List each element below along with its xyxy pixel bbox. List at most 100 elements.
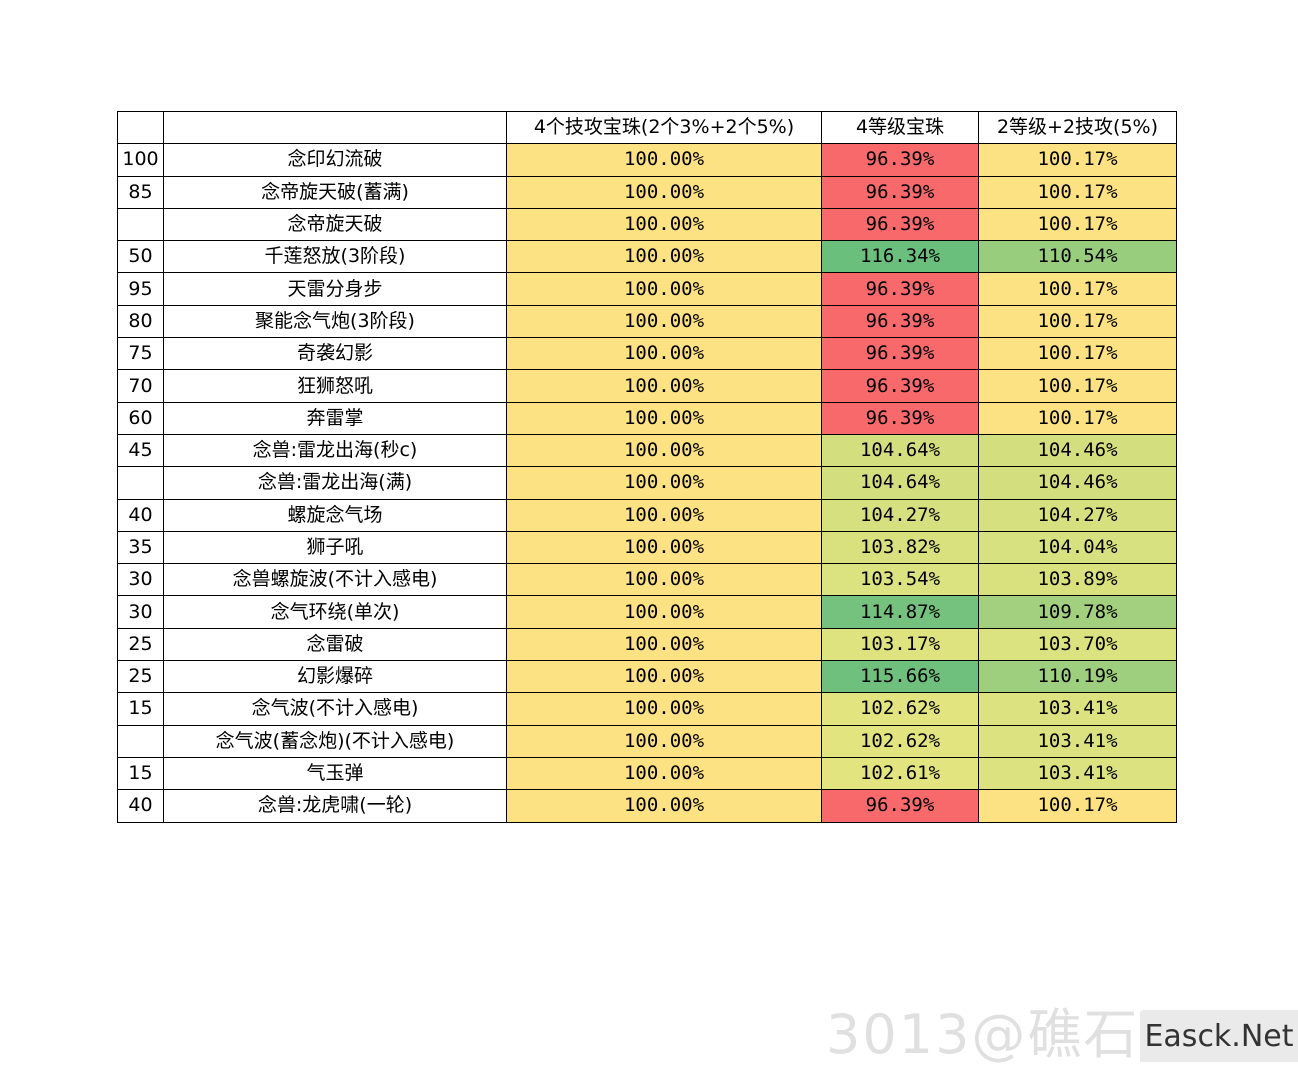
level-cell: 35 — [117, 530, 164, 565]
col-a-cell: 100.00% — [506, 498, 822, 532]
col-b-cell: 103.82% — [821, 530, 979, 565]
level-cell: 30 — [117, 595, 164, 629]
level-cell: 40 — [117, 789, 164, 823]
skill-name-cell: 千莲怒放(3阶段) — [163, 240, 507, 274]
col-c-cell: 104.46% — [978, 433, 1177, 468]
col-c-cell: 100.17% — [978, 337, 1177, 371]
col-a-cell: 100.00% — [506, 789, 822, 823]
col-c-cell: 100.17% — [978, 304, 1177, 339]
skill-name-cell: 念兽:雷龙出海(秒c) — [163, 433, 507, 468]
table-row: 35 狮子吼 100.00% 103.82% 104.04% — [117, 530, 1177, 565]
skill-name-cell: 狮子吼 — [163, 530, 507, 565]
table-row: 15 气玉弹 100.00% 102.61% 103.41% — [117, 756, 1177, 791]
col-c-cell: 100.17% — [978, 789, 1177, 823]
header-col-c: 2等级+2技攻(5%) — [978, 110, 1177, 145]
level-cell: 95 — [117, 272, 164, 306]
col-a-cell: 100.00% — [506, 660, 822, 694]
col-a-cell: 100.00% — [506, 207, 822, 242]
table-body: 100 念印幻流破 100.00% 96.39% 100.17% 85 念帝旋天破(蓄满) 1… — [117, 143, 1177, 823]
col-b-cell: 102.62% — [821, 692, 979, 726]
col-a-cell: 100.00% — [506, 692, 822, 726]
col-a-cell: 100.00% — [506, 530, 822, 565]
col-a-cell: 100.00% — [506, 175, 822, 209]
col-b-cell: 96.39% — [821, 207, 979, 242]
col-b-cell: 103.17% — [821, 627, 979, 662]
table-row: 45 念兽:雷龙出海(秒c) 100.00% 104.64% 104.46% — [117, 433, 1177, 468]
level-cell — [117, 207, 164, 242]
col-b-cell: 96.39% — [821, 143, 979, 177]
skill-name-cell: 念气环绕(单次) — [163, 595, 507, 629]
skill-name-cell: 聚能念气炮(3阶段) — [163, 304, 507, 339]
level-cell — [117, 466, 164, 500]
header-skill — [163, 110, 507, 145]
table-row: 25 幻影爆碎 100.00% 115.66% 110.19% — [117, 660, 1177, 694]
col-a-cell: 100.00% — [506, 627, 822, 662]
level-cell: 75 — [117, 337, 164, 371]
col-b-cell: 103.54% — [821, 563, 979, 597]
col-c-cell: 110.54% — [978, 240, 1177, 274]
col-a-cell: 100.00% — [506, 595, 822, 629]
col-b-cell: 96.39% — [821, 401, 979, 435]
col-a-cell: 100.00% — [506, 401, 822, 435]
table-row: 60 奔雷掌 100.00% 96.39% 100.17% — [117, 401, 1177, 435]
level-cell: 70 — [117, 369, 164, 403]
level-cell: 80 — [117, 304, 164, 339]
table-row: 40 螺旋念气场 100.00% 104.27% 104.27% — [117, 498, 1177, 532]
level-cell: 15 — [117, 756, 164, 791]
skill-name-cell: 念气波(蓄念炮)(不计入感电) — [163, 724, 507, 758]
skill-name-cell: 奔雷掌 — [163, 401, 507, 435]
table-row: 70 狂狮怒吼 100.00% 96.39% 100.17% — [117, 369, 1177, 403]
skill-name-cell: 狂狮怒吼 — [163, 369, 507, 403]
col-b-cell: 104.27% — [821, 498, 979, 532]
col-a-cell: 100.00% — [506, 466, 822, 500]
col-a-cell: 100.00% — [506, 143, 822, 177]
skill-name-cell: 幻影爆碎 — [163, 660, 507, 694]
level-cell — [117, 724, 164, 758]
col-a-cell: 100.00% — [506, 563, 822, 597]
col-c-cell: 100.17% — [978, 175, 1177, 209]
skill-name-cell: 念帝旋天破(蓄满) — [163, 175, 507, 209]
skill-name-cell: 天雷分身步 — [163, 272, 507, 306]
watermark-text: 3013@礁石 — [826, 1003, 1140, 1066]
col-b-cell: 96.39% — [821, 304, 979, 339]
skill-name-cell: 螺旋念气场 — [163, 498, 507, 532]
col-a-cell: 100.00% — [506, 369, 822, 403]
table-row: 30 念兽螺旋波(不计入感电) 100.00% 103.54% 103.89% — [117, 563, 1177, 597]
col-c-cell: 109.78% — [978, 595, 1177, 629]
col-b-cell: 104.64% — [821, 433, 979, 468]
level-cell: 45 — [117, 433, 164, 468]
col-c-cell: 100.17% — [978, 369, 1177, 403]
col-c-cell: 103.70% — [978, 627, 1177, 662]
table-row: 50 千莲怒放(3阶段) 100.00% 116.34% 110.54% — [117, 240, 1177, 274]
table-row: 25 念雷破 100.00% 103.17% 103.70% — [117, 627, 1177, 662]
table-row: 念帝旋天破 100.00% 96.39% 100.17% — [117, 207, 1177, 242]
data-table: 4个技攻宝珠(2个3%+2个5%) 4等级宝珠 2等级+2技攻(5%) 100 念… — [117, 110, 1177, 823]
table-row: 40 念兽:龙虎啸(一轮) 100.00% 96.39% 100.17% — [117, 789, 1177, 823]
col-c-cell: 103.41% — [978, 756, 1177, 791]
col-b-cell: 116.34% — [821, 240, 979, 274]
col-b-cell: 96.39% — [821, 272, 979, 306]
level-cell: 25 — [117, 660, 164, 694]
skill-name-cell: 念帝旋天破 — [163, 207, 507, 242]
col-c-cell: 100.17% — [978, 143, 1177, 177]
table-row: 75 奇袭幻影 100.00% 96.39% 100.17% — [117, 337, 1177, 371]
col-b-cell: 115.66% — [821, 660, 979, 694]
level-cell: 85 — [117, 175, 164, 209]
table-row: 30 念气环绕(单次) 100.00% 114.87% 109.78% — [117, 595, 1177, 629]
site-logo: Easck.Net — [1140, 1010, 1298, 1062]
skill-name-cell: 念气波(不计入感电) — [163, 692, 507, 726]
col-a-cell: 100.00% — [506, 304, 822, 339]
skill-name-cell: 奇袭幻影 — [163, 337, 507, 371]
level-cell: 60 — [117, 401, 164, 435]
col-c-cell: 100.17% — [978, 207, 1177, 242]
col-a-cell: 100.00% — [506, 272, 822, 306]
level-cell: 30 — [117, 563, 164, 597]
header-level — [117, 110, 164, 145]
skill-name-cell: 念雷破 — [163, 627, 507, 662]
col-c-cell: 103.89% — [978, 563, 1177, 597]
col-c-cell: 100.17% — [978, 272, 1177, 306]
skill-name-cell: 念兽螺旋波(不计入感电) — [163, 563, 507, 597]
col-c-cell: 103.41% — [978, 692, 1177, 726]
table-row: 15 念气波(不计入感电) 100.00% 102.62% 103.41% — [117, 692, 1177, 726]
table-row: 85 念帝旋天破(蓄满) 100.00% 96.39% 100.17% — [117, 175, 1177, 209]
